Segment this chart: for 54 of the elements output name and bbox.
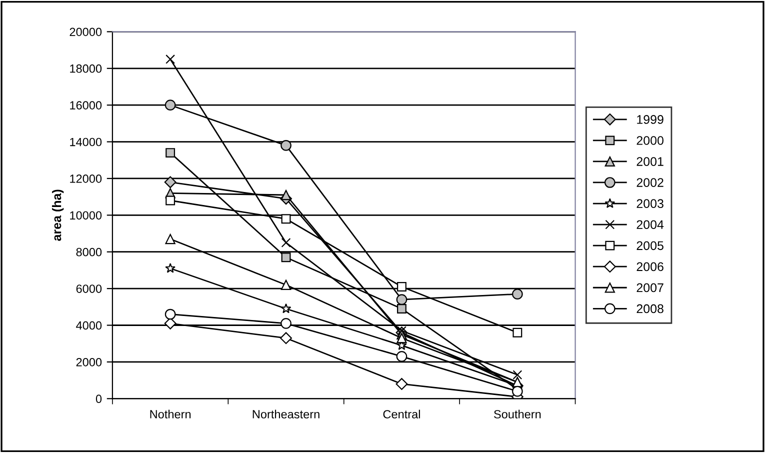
y-tick-label: 10000 bbox=[70, 211, 102, 220]
point bbox=[397, 304, 406, 314]
y-tick-label: 4000 bbox=[76, 321, 102, 330]
y-tick-label: 18000 bbox=[70, 64, 102, 73]
legend-label: 2007 bbox=[636, 283, 664, 292]
x-tick-label: Central bbox=[383, 410, 420, 418]
y-tick-label: 2000 bbox=[76, 358, 102, 366]
legend-label: 1999 bbox=[637, 115, 664, 124]
x-tick-label: Northeastern bbox=[252, 410, 320, 418]
legend-label: 2000 bbox=[636, 136, 664, 145]
y-axis-title: area (ha) bbox=[52, 190, 64, 241]
point bbox=[164, 100, 176, 111]
legend-label: 2002 bbox=[636, 178, 664, 187]
legend-label: 2008 bbox=[636, 304, 664, 314]
point bbox=[396, 351, 408, 362]
y-tick-label: 16000 bbox=[70, 101, 102, 110]
point bbox=[512, 288, 523, 300]
x-tick-label: Southern bbox=[494, 410, 541, 418]
point bbox=[512, 328, 522, 338]
point bbox=[396, 378, 408, 390]
x-tick-label: Nothern bbox=[150, 410, 191, 418]
point bbox=[396, 294, 408, 305]
point bbox=[280, 318, 292, 329]
y-tick-label: 0 bbox=[96, 394, 102, 404]
point bbox=[164, 308, 176, 320]
point bbox=[166, 196, 176, 206]
point bbox=[166, 148, 176, 158]
point bbox=[280, 190, 292, 200]
y-tick-label: 6000 bbox=[76, 284, 102, 293]
point bbox=[397, 326, 406, 336]
y-tick-label: 12000 bbox=[70, 174, 102, 183]
point bbox=[280, 280, 292, 290]
point bbox=[166, 54, 176, 64]
y-tick-label: 20000 bbox=[70, 28, 102, 36]
point bbox=[280, 140, 292, 151]
point bbox=[165, 234, 176, 244]
y-tick-label: 14000 bbox=[70, 138, 102, 146]
legend-label: 2004 bbox=[636, 220, 664, 230]
point bbox=[164, 176, 176, 188]
point bbox=[281, 238, 291, 248]
point bbox=[281, 214, 291, 224]
point bbox=[512, 386, 523, 397]
point bbox=[396, 333, 407, 344]
legend-label: 2005 bbox=[636, 241, 664, 250]
point bbox=[165, 262, 176, 273]
legend-label: 2001 bbox=[636, 157, 664, 166]
point bbox=[280, 332, 292, 344]
legend-label: 2006 bbox=[636, 262, 664, 272]
legend-label: 2003 bbox=[636, 199, 664, 208]
point bbox=[397, 282, 406, 292]
point bbox=[280, 303, 292, 314]
point bbox=[281, 252, 291, 262]
point bbox=[512, 370, 522, 380]
y-tick-label: 8000 bbox=[76, 248, 102, 256]
